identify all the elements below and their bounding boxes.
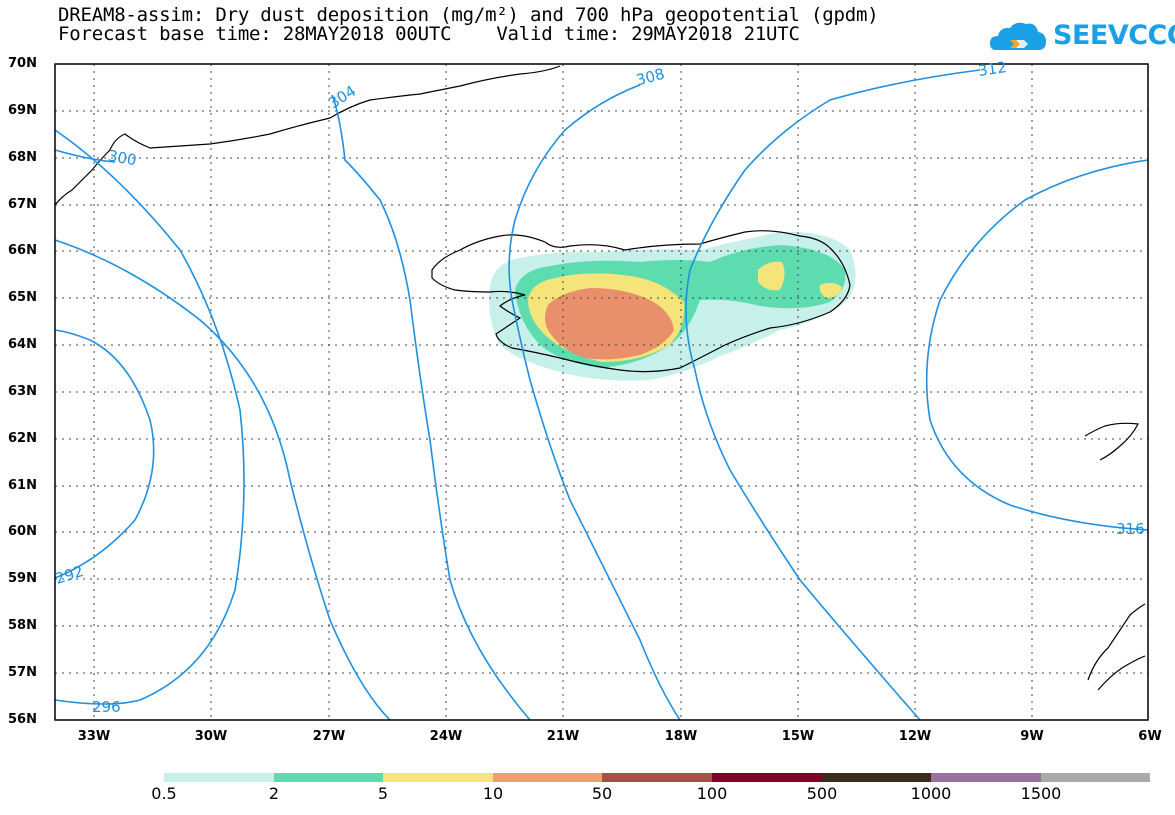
- colorbar-swatch: [602, 773, 712, 782]
- lat-label: 70N: [8, 56, 37, 71]
- colorbar-swatch: [164, 773, 274, 782]
- colorbar-label: 0.5: [151, 784, 177, 803]
- colorbar-label: 10: [482, 784, 504, 803]
- lat-label: 65N: [8, 290, 37, 305]
- lon-label: 24W: [429, 729, 463, 744]
- lat-label: 59N: [8, 571, 37, 586]
- contour-304: [331, 94, 531, 721]
- dust-area-level3b: [758, 261, 785, 291]
- lat-label: 58N: [8, 618, 37, 633]
- map-gridlines: [55, 64, 1148, 720]
- lon-label: 6W: [1138, 729, 1162, 744]
- faroe-coastline: [1084, 422, 1139, 461]
- colorbar-label: 50: [591, 784, 613, 803]
- lat-label: 63N: [8, 384, 37, 399]
- contour-296: [54, 129, 245, 705]
- lat-label: 62N: [8, 431, 37, 446]
- geopotential-contours: [54, 69, 1149, 721]
- dust-area-level4: [545, 288, 674, 360]
- dust-deposition-field: [489, 231, 856, 381]
- colorbar-swatch: [931, 773, 1041, 782]
- contour-308: [508, 84, 681, 721]
- contour-label: 296: [92, 698, 121, 716]
- lat-label: 66N: [8, 243, 37, 258]
- map-frame: [54, 63, 1149, 721]
- colorbar-label: 5: [377, 784, 389, 803]
- colorbar-label: 1000: [910, 784, 952, 803]
- colorbar-swatch: [383, 773, 493, 782]
- lat-label: 61N: [8, 478, 37, 493]
- lat-label: 57N: [8, 665, 37, 680]
- colorbar-label: 500: [806, 784, 838, 803]
- scotland-coastline: [1087, 603, 1146, 691]
- colorbar-swatch: [493, 773, 602, 782]
- contour-292: [54, 329, 155, 579]
- lat-label: 69N: [8, 103, 37, 118]
- colorbar-swatch: [1041, 773, 1150, 782]
- map-subtitle: Forecast base time: 28MAY2018 00UTC Vali…: [58, 23, 800, 45]
- lat-label: 67N: [8, 197, 37, 212]
- colorbar-label: 100: [696, 784, 728, 803]
- map-title: DREAM8-assim: Dry dust deposition (mg/m²…: [58, 4, 879, 26]
- lon-label: 21W: [546, 729, 580, 744]
- colorbar-label: 1500: [1020, 784, 1062, 803]
- dust-area-level3c: [819, 282, 842, 298]
- lat-label: 64N: [8, 337, 37, 352]
- coastlines: [54, 65, 1146, 691]
- contour-316: [925, 159, 1149, 531]
- contour-left-300: [54, 149, 116, 163]
- lon-label: 12W: [898, 729, 932, 744]
- contour-312: [685, 69, 981, 721]
- cloud-logo-icon: [990, 22, 1046, 50]
- lon-label: 9W: [1020, 729, 1044, 744]
- colorbar-swatch: [274, 773, 383, 782]
- lon-label: 27W: [312, 729, 346, 744]
- lat-label: 68N: [8, 150, 37, 165]
- iceland-coastline: [431, 230, 851, 373]
- greenland-coastline: [54, 65, 561, 206]
- lat-label: 56N: [8, 712, 37, 727]
- lon-label: 33W: [77, 729, 111, 744]
- contour-label: 316: [1116, 520, 1145, 538]
- colorbar-swatch: [822, 773, 931, 782]
- lon-label: 30W: [194, 729, 228, 744]
- logo-text: SEEVCCC: [1053, 20, 1175, 51]
- contour-300: [54, 239, 391, 721]
- colorbar-label: 2: [268, 784, 280, 803]
- colorbar-swatch: [712, 773, 822, 782]
- lon-label: 18W: [664, 729, 698, 744]
- lon-label: 15W: [781, 729, 815, 744]
- lat-label: 60N: [8, 524, 37, 539]
